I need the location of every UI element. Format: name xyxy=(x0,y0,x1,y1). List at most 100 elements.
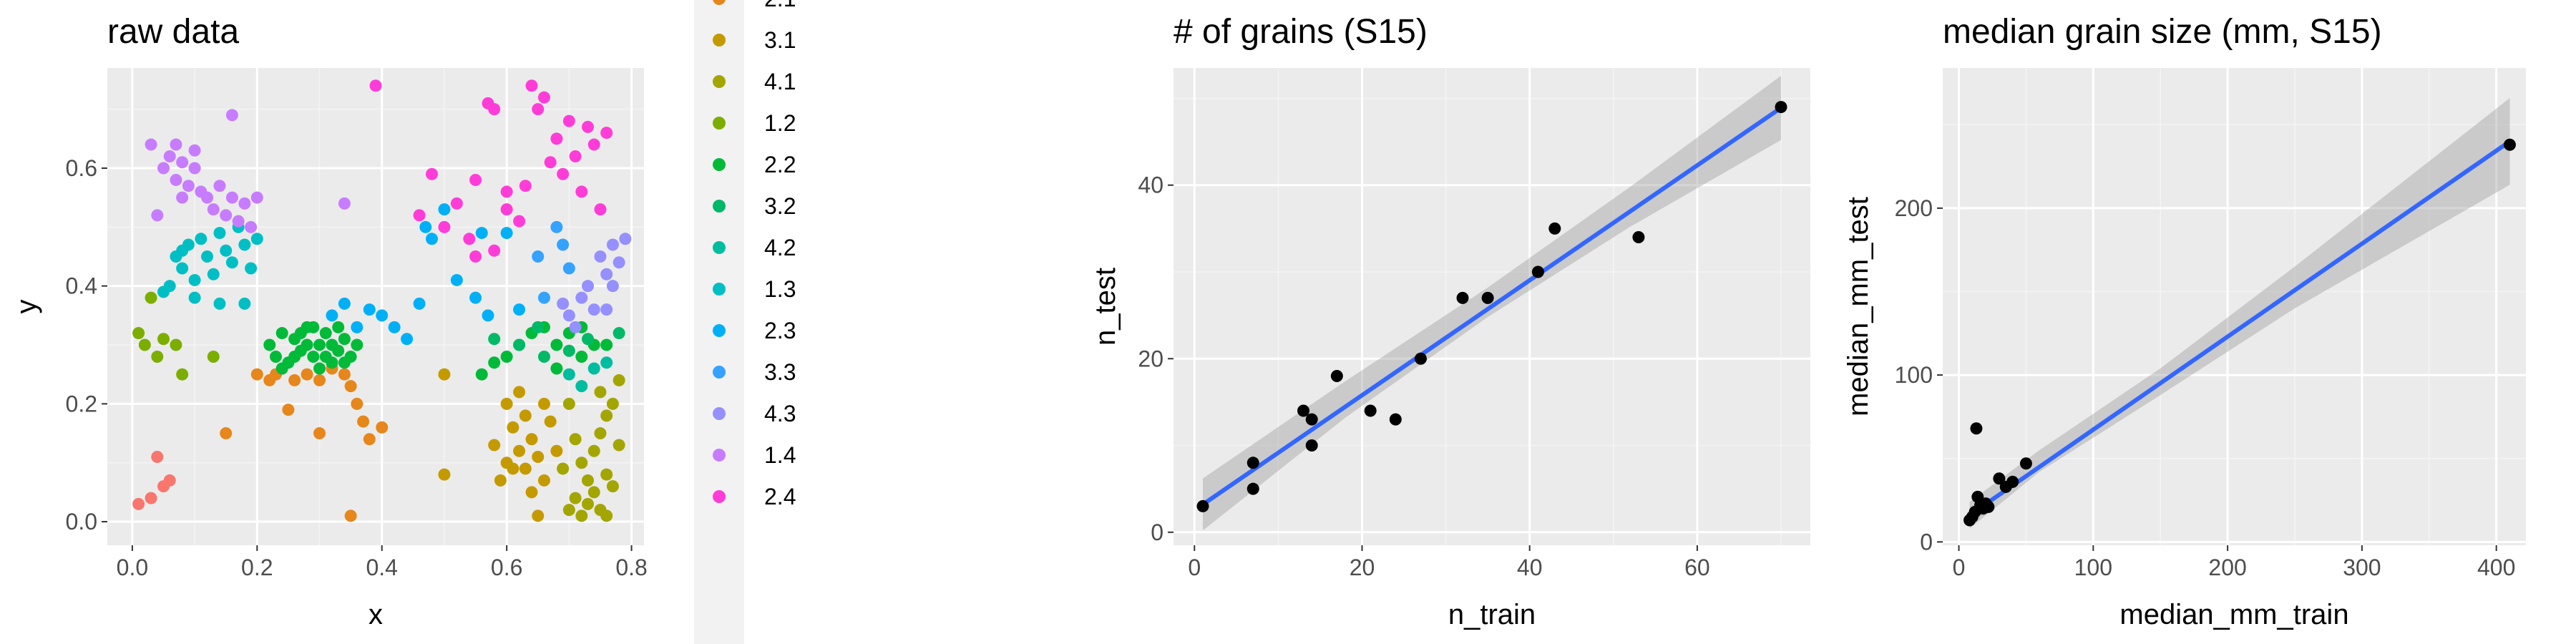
data-point xyxy=(1982,500,1995,513)
data-point xyxy=(2503,138,2516,151)
data-point xyxy=(220,427,233,440)
data-point xyxy=(275,362,288,375)
data-point xyxy=(557,297,570,310)
data-point xyxy=(537,397,550,410)
legend-label: 2.2 xyxy=(764,152,796,177)
data-point xyxy=(532,321,545,333)
data-point xyxy=(425,167,438,180)
data-point xyxy=(600,509,613,522)
data-point xyxy=(1548,222,1561,235)
data-point xyxy=(438,468,451,481)
legend-key xyxy=(713,490,726,503)
data-point xyxy=(557,462,570,475)
data-point xyxy=(294,327,307,340)
data-point xyxy=(176,156,189,169)
data-point xyxy=(525,433,538,446)
data-point xyxy=(207,268,220,280)
data-point xyxy=(413,297,426,310)
legend-label: 3.3 xyxy=(764,359,796,385)
data-point xyxy=(338,197,351,210)
data-point xyxy=(1364,404,1377,417)
data-point xyxy=(151,350,164,363)
data-point xyxy=(613,327,625,340)
data-point xyxy=(157,286,170,298)
data-point xyxy=(537,291,550,304)
data-point xyxy=(351,397,364,410)
data-point xyxy=(250,191,263,204)
data-point xyxy=(544,415,557,428)
data-point xyxy=(488,103,501,116)
legend-label: 1.2 xyxy=(764,110,796,136)
data-point xyxy=(338,356,351,369)
data-point xyxy=(575,509,588,522)
data-point xyxy=(357,415,370,428)
data-point xyxy=(351,321,364,333)
data-point xyxy=(145,138,157,151)
data-point xyxy=(376,421,389,434)
data-point xyxy=(288,374,301,386)
data-point xyxy=(525,79,538,92)
data-point xyxy=(469,291,482,304)
data-point xyxy=(532,103,545,116)
y-axis-title: median_mm_test xyxy=(1843,197,1874,416)
data-point xyxy=(519,462,532,475)
data-point xyxy=(594,386,607,399)
data-point xyxy=(188,144,201,157)
data-point xyxy=(307,350,320,363)
data-point xyxy=(1196,499,1209,512)
data-point xyxy=(600,468,613,481)
data-point xyxy=(594,250,607,263)
data-point xyxy=(532,509,545,522)
legend-key xyxy=(713,75,726,88)
data-point xyxy=(238,297,251,310)
x-tick-label: 60 xyxy=(1684,555,1710,580)
y-tick-label: 0.4 xyxy=(66,273,97,299)
data-point xyxy=(557,167,570,180)
data-point xyxy=(438,203,451,216)
x-tick-label: 0 xyxy=(1953,555,1966,580)
data-point xyxy=(188,291,201,304)
data-point xyxy=(332,321,345,333)
data-point xyxy=(182,180,195,192)
data-point xyxy=(1389,413,1402,426)
data-point xyxy=(344,380,357,393)
legend-key xyxy=(713,0,726,5)
data-point xyxy=(569,321,582,333)
data-point xyxy=(151,450,164,463)
data-point xyxy=(550,220,563,233)
data-point xyxy=(1481,291,1494,304)
data-point xyxy=(1414,352,1427,365)
data-point xyxy=(1297,404,1310,417)
data-point xyxy=(582,333,595,346)
data-point xyxy=(500,350,513,363)
data-point xyxy=(419,220,432,233)
data-point xyxy=(1993,472,2006,485)
chart-title: # of grains (S15) xyxy=(1174,13,1428,51)
data-point xyxy=(500,185,513,198)
data-point xyxy=(475,368,488,381)
legend: 2.1 3.1 4.1 1.2 2.2 3.2 4.2 1.3 2.3 3.3 4.3 1.4 2.4 xyxy=(694,0,796,644)
data-point xyxy=(170,173,182,186)
data-point xyxy=(500,203,513,216)
data-point xyxy=(138,338,151,351)
data-point xyxy=(575,291,588,304)
data-point xyxy=(307,321,320,333)
x-tick-label: 0.6 xyxy=(491,555,522,580)
data-point xyxy=(132,327,145,340)
data-point xyxy=(401,333,414,346)
data-point xyxy=(469,250,482,263)
data-point xyxy=(562,114,575,127)
data-point xyxy=(238,197,251,210)
data-point xyxy=(176,368,189,381)
data-point xyxy=(513,444,526,457)
data-point xyxy=(587,362,600,375)
data-point xyxy=(463,233,476,245)
data-point xyxy=(569,150,582,163)
data-point xyxy=(469,173,482,186)
data-point xyxy=(176,262,189,275)
x-tick-label: 40 xyxy=(1517,555,1543,580)
data-point xyxy=(2019,457,2032,470)
data-point xyxy=(537,350,550,363)
data-point xyxy=(562,368,575,381)
data-point xyxy=(1246,457,1259,469)
